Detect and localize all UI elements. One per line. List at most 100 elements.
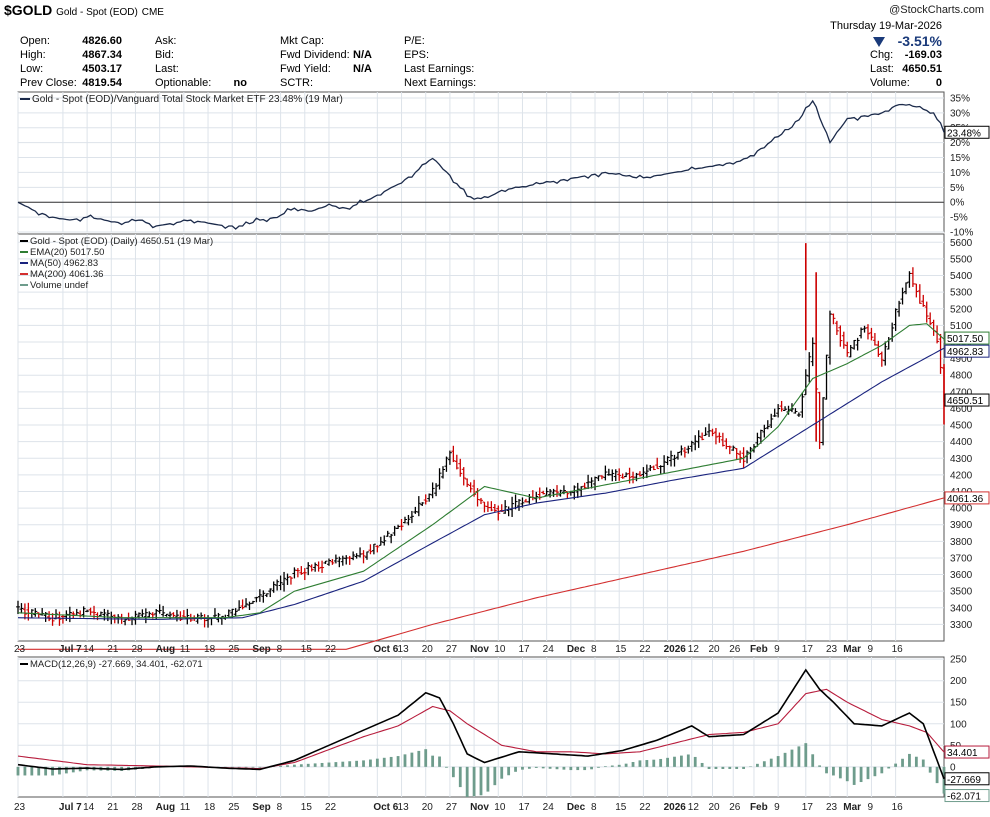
macd-hist-bar	[562, 766, 566, 770]
x-tick-label: 20	[422, 644, 434, 655]
x-tick-label: 15	[301, 644, 313, 655]
quote-value: 4826.60	[82, 35, 122, 47]
y-tick-label: 5100	[950, 321, 973, 332]
quote-value: N/A	[353, 63, 372, 75]
y-tick-label: 200	[950, 676, 967, 687]
macd-hist-bar	[680, 755, 683, 767]
x-tick-label: 14	[83, 802, 95, 813]
macd-hist-bar	[417, 750, 421, 767]
macd-line	[17, 668, 945, 780]
macd-hist-bar	[659, 758, 663, 767]
x-tick-label: 11	[180, 644, 191, 655]
macd-hist-bar	[908, 753, 911, 767]
macd-hist-bar	[901, 758, 904, 767]
macd-hist-bar	[37, 766, 41, 776]
macd-hist-bar	[16, 766, 20, 776]
macd-hist-bar	[30, 766, 34, 776]
macd-hist-bar	[230, 766, 234, 768]
macd-hist-bar	[327, 762, 331, 767]
x-tick-label: Mar	[843, 644, 861, 655]
x-tick-label: Sep	[252, 644, 270, 655]
macd-hist-bar	[451, 766, 455, 778]
quote-value: -169.03	[904, 49, 942, 61]
macd-hist-bar	[410, 752, 414, 767]
macd-hist-bar	[458, 766, 462, 788]
x-tick-label: 13	[398, 644, 410, 655]
last-label-ma50-box	[944, 344, 990, 358]
x-tick-label: 28	[131, 644, 143, 655]
y-tick-label: 4300	[950, 454, 973, 465]
x-tick-label: 27	[446, 802, 458, 813]
x-tick-label: Mar	[843, 802, 861, 813]
macd-hist-bar	[258, 766, 262, 768]
macd-hist-bar	[742, 766, 745, 769]
macd-hist-bar	[714, 766, 718, 769]
macd-hist-bar	[548, 766, 552, 769]
macd-hist-bar	[479, 766, 483, 796]
ratio-panel-frame	[17, 91, 945, 233]
quote-label: P/E:	[404, 35, 425, 47]
macd-hist-bar	[500, 766, 504, 779]
macd-hist-bar	[769, 758, 773, 767]
y-tick-label: 3900	[950, 520, 973, 531]
macd-hist-bar	[541, 766, 545, 769]
x-tick-label: 22	[639, 644, 651, 655]
macd-hist-bar	[590, 766, 593, 770]
macd-hist-bar	[64, 766, 68, 774]
macd-hist-bar	[306, 763, 310, 767]
macd-hist-bar	[776, 756, 780, 767]
last-label-close-box	[944, 393, 990, 407]
x-tick-label: 2026	[664, 802, 687, 813]
macd-hist-bar	[279, 765, 282, 767]
x-tick-label: 9	[774, 644, 780, 655]
quote-label: Bid:	[155, 49, 174, 61]
macd-hist-bar	[44, 766, 48, 776]
x-tick-label: 22	[639, 802, 651, 813]
price-panel	[17, 233, 945, 642]
macd-hist-bar	[935, 766, 939, 784]
quote-label: Last:	[870, 63, 894, 75]
y-tick-label: 4200	[950, 470, 973, 481]
quote-label: Ask:	[155, 35, 177, 47]
quote-label: EPS:	[404, 49, 430, 61]
y-tick-label: 4600	[950, 404, 973, 415]
y-tick-label: 30%	[950, 108, 970, 119]
x-tick-label: 21	[107, 802, 119, 813]
macd-hist-bar	[597, 766, 600, 768]
x-tick-label: Nov	[470, 644, 489, 655]
macd-hist-bar	[721, 766, 725, 769]
quote-value: no	[233, 77, 247, 89]
x-tick-label: 10	[494, 802, 506, 813]
macd-hist-bar	[666, 757, 669, 767]
y-tick-label: 5400	[950, 271, 973, 282]
price-panel-frame	[17, 233, 945, 642]
x-tick-label: Aug	[156, 802, 175, 813]
y-tick-label: 4400	[950, 437, 973, 448]
macd-hist-bar	[652, 759, 656, 767]
quote-label: Volume:	[870, 77, 910, 89]
y-tick-label: 4800	[950, 371, 973, 382]
quote-label: Next Earnings:	[404, 77, 477, 89]
x-tick-label: 18	[204, 644, 216, 655]
x-tick-label: 12	[688, 644, 700, 655]
y-tick-label: 250	[950, 655, 967, 666]
quote-label: SCTR:	[280, 77, 313, 89]
x-tick-label: 23	[826, 802, 838, 813]
x-tick-label: 13	[398, 802, 410, 813]
x-tick-label: 11	[180, 802, 191, 813]
macd-hist-bar	[707, 766, 711, 769]
macd-hist-bar	[693, 756, 697, 767]
quote-value: 4503.17	[82, 63, 122, 75]
last-label-macd-box	[944, 772, 990, 786]
x-tick-label: 22	[325, 802, 337, 813]
quote-date: Thursday 19-Mar-2026	[830, 20, 942, 32]
macd-hist-bar	[527, 766, 531, 769]
ma200-line	[18, 497, 945, 650]
macd-hist-bar	[818, 765, 822, 767]
y-tick-label: 5300	[950, 288, 973, 299]
last-label-ma200: 4061.36	[947, 494, 984, 505]
macd-hist-bar	[355, 760, 359, 767]
ratio-series	[17, 99, 945, 230]
macd-hist-bar	[797, 746, 801, 767]
